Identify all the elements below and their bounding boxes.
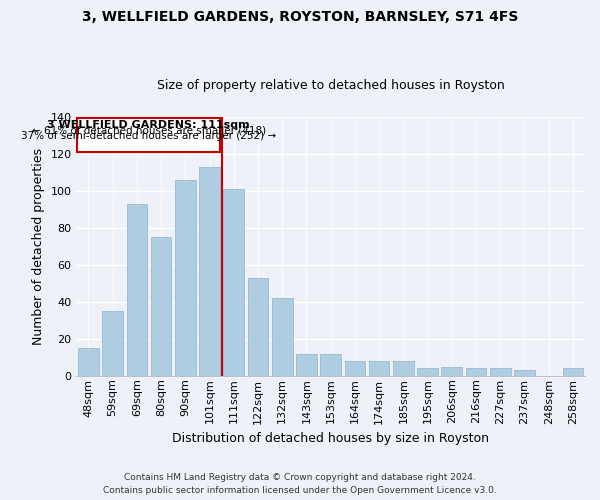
- Bar: [344, 361, 365, 376]
- Text: ← 61% of detached houses are smaller (418): ← 61% of detached houses are smaller (41…: [32, 126, 266, 136]
- Y-axis label: Number of detached properties: Number of detached properties: [32, 148, 45, 345]
- Bar: [199, 166, 220, 376]
- Bar: [442, 366, 462, 376]
- Bar: [563, 368, 583, 376]
- X-axis label: Distribution of detached houses by size in Royston: Distribution of detached houses by size …: [172, 432, 489, 445]
- Title: Size of property relative to detached houses in Royston: Size of property relative to detached ho…: [157, 79, 505, 92]
- Bar: [103, 311, 123, 376]
- Bar: [490, 368, 511, 376]
- Text: 3, WELLFIELD GARDENS, ROYSTON, BARNSLEY, S71 4FS: 3, WELLFIELD GARDENS, ROYSTON, BARNSLEY,…: [82, 10, 518, 24]
- Bar: [466, 368, 486, 376]
- Bar: [78, 348, 99, 376]
- Text: 3 WELLFIELD GARDENS: 111sqm: 3 WELLFIELD GARDENS: 111sqm: [47, 120, 250, 130]
- Bar: [417, 368, 438, 376]
- Bar: [393, 361, 413, 376]
- Bar: [320, 354, 341, 376]
- Bar: [248, 278, 268, 376]
- Text: Contains HM Land Registry data © Crown copyright and database right 2024.
Contai: Contains HM Land Registry data © Crown c…: [103, 474, 497, 495]
- Bar: [514, 370, 535, 376]
- Bar: [175, 180, 196, 376]
- Bar: [223, 189, 244, 376]
- Text: 37% of semi-detached houses are larger (252) →: 37% of semi-detached houses are larger (…: [21, 131, 277, 141]
- Bar: [151, 237, 172, 376]
- Bar: [272, 298, 293, 376]
- Bar: [369, 361, 389, 376]
- Bar: [296, 354, 317, 376]
- FancyBboxPatch shape: [77, 118, 220, 152]
- Bar: [127, 204, 147, 376]
